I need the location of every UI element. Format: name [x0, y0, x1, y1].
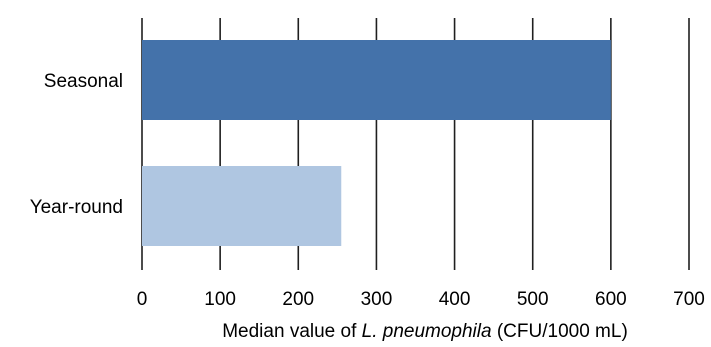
- x-tick-label-400: 400: [439, 289, 471, 310]
- bar-seasonal: [142, 40, 611, 120]
- x-axis-title-prefix: Median value of: [222, 321, 361, 342]
- x-tick-label-100: 100: [204, 289, 236, 310]
- x-tick-label-700: 700: [673, 289, 705, 310]
- category-labels: Seasonal Year-round: [30, 71, 123, 218]
- bars: [142, 40, 611, 246]
- x-axis-title-italic: L. pneumophila: [362, 321, 492, 342]
- x-tick-label-600: 600: [595, 289, 627, 310]
- x-tick-label-200: 200: [282, 289, 314, 310]
- category-label-year-round: Year-round: [30, 197, 123, 218]
- x-tick-label-500: 500: [517, 289, 549, 310]
- x-tick-labels: 0 100 200 300 400 500 600 700: [137, 289, 705, 310]
- x-tick-label-0: 0: [137, 289, 148, 310]
- bar-year-round: [142, 166, 342, 246]
- x-axis-title: Median value of L. pneumophila (CFU/1000…: [222, 321, 628, 342]
- x-tick-label-300: 300: [361, 289, 393, 310]
- category-label-seasonal: Seasonal: [44, 71, 123, 92]
- x-axis-title-suffix: (CFU/1000 mL): [492, 321, 628, 342]
